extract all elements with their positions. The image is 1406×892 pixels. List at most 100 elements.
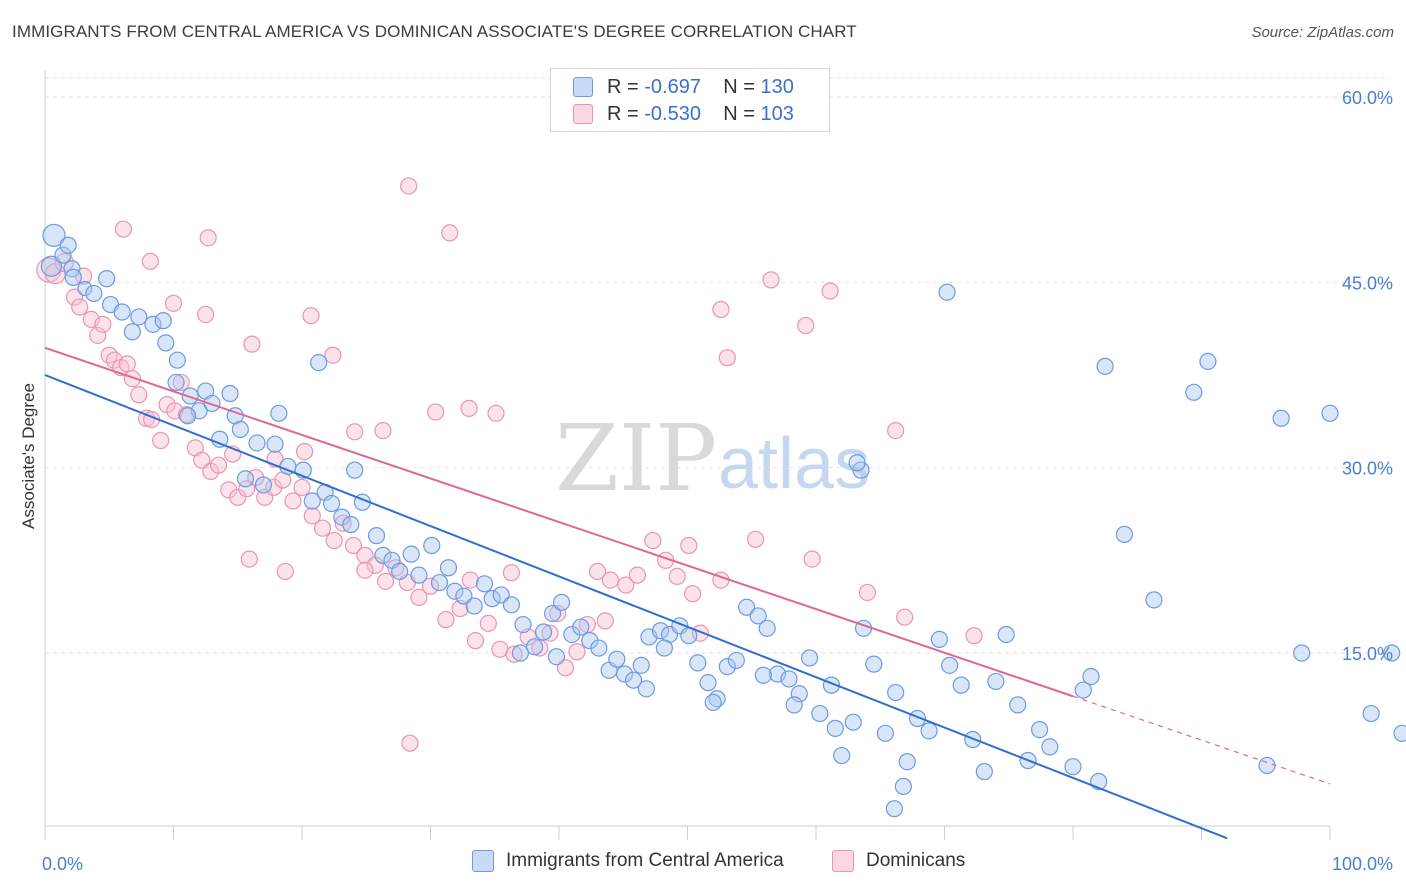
data-point (270, 404, 288, 422)
data-point (568, 643, 586, 661)
data-point (543, 604, 562, 623)
data-point (248, 434, 266, 452)
data-point (240, 550, 258, 568)
y-axis-label: Associate's Degree (19, 383, 38, 529)
legend-label: Dominicans (866, 850, 966, 871)
data-point (965, 627, 983, 645)
data-point (293, 478, 311, 497)
data-point (987, 672, 1005, 691)
data-point (632, 656, 650, 674)
data-point (596, 612, 614, 630)
data-point (157, 334, 175, 352)
data-point (492, 586, 510, 604)
data-point (628, 566, 646, 584)
data-point (718, 349, 736, 367)
data-point (952, 676, 970, 694)
data-point (344, 536, 362, 555)
data-point (588, 562, 607, 581)
data-point (254, 476, 273, 494)
data-point (1383, 644, 1401, 662)
data-point (118, 355, 136, 373)
chart-title: IMMIGRANTS FROM CENTRAL AMERICA VS DOMIN… (12, 22, 857, 41)
legend-r-value: -0.530 (644, 102, 701, 125)
data-point (168, 351, 186, 369)
data-point (98, 270, 116, 288)
data-point (356, 561, 374, 579)
data-point (1185, 383, 1203, 401)
data-point (552, 593, 571, 611)
data-point (54, 246, 72, 264)
data-point (197, 305, 215, 324)
data-point (1393, 724, 1406, 742)
data-point (199, 229, 217, 247)
data-point (590, 639, 608, 657)
y-tick-label: 15.0% (1342, 644, 1393, 664)
data-point (684, 585, 702, 603)
data-point (655, 639, 673, 657)
data-point (747, 530, 765, 548)
data-point (975, 763, 993, 781)
data-point (466, 632, 485, 650)
data-point (342, 515, 360, 534)
data-point (130, 308, 148, 326)
data-point (483, 590, 501, 608)
data-point (738, 598, 756, 616)
legend-row-central-america: R = -0.697 N = 130 (573, 74, 794, 100)
series-legend: Immigrants from Central America Dominica… (0, 850, 1406, 878)
data-point (615, 665, 634, 683)
legend-swatch-pink (832, 850, 854, 872)
data-point (374, 546, 392, 564)
data-point (1041, 738, 1059, 756)
data-point (59, 236, 77, 254)
data-point (303, 507, 321, 525)
data-point (1030, 721, 1049, 739)
data-point (525, 638, 544, 656)
legend-swatch-pink (573, 104, 593, 124)
data-point (465, 597, 483, 615)
y-tick-label: 60.0% (1342, 88, 1393, 108)
data-point (1009, 696, 1027, 714)
legend-n-label: N = (723, 75, 755, 98)
central-america-points (40, 223, 1406, 818)
data-point (644, 531, 662, 550)
data-point (421, 577, 440, 595)
data-point (790, 685, 808, 703)
data-point (1115, 525, 1134, 543)
data-point (479, 614, 497, 632)
data-point (858, 583, 877, 602)
data-point (65, 288, 84, 306)
data-point (699, 674, 717, 692)
data-point (172, 373, 190, 392)
legend-n-value: 130 (760, 75, 794, 98)
data-point (941, 656, 959, 674)
data-point (276, 562, 294, 581)
data-point (1145, 591, 1163, 609)
data-point (876, 724, 894, 742)
data-point (608, 650, 626, 668)
data-point (797, 316, 815, 335)
data-point (71, 298, 89, 316)
data-point (785, 696, 803, 714)
data-point (534, 623, 553, 641)
legend-r-value: -0.697 (644, 75, 701, 98)
data-point (762, 271, 780, 289)
data-point (229, 488, 247, 506)
legend-r-label: R = (607, 102, 639, 125)
data-point (894, 777, 912, 796)
data-point (266, 435, 284, 453)
x-tick-label: 100.0% (1332, 854, 1393, 874)
data-point (123, 323, 141, 341)
data-point (391, 562, 409, 581)
data-point (211, 430, 229, 448)
source-credit: Source: ZipAtlas.com (1251, 24, 1394, 41)
data-point (930, 630, 948, 649)
data-point (704, 693, 722, 712)
data-point (430, 573, 449, 592)
data-point (572, 618, 590, 636)
legend-item-central-america: Immigrants from Central America (472, 850, 784, 872)
data-point (130, 386, 148, 404)
data-point (1064, 758, 1082, 776)
data-point (144, 315, 162, 333)
watermark: ZIP atlas (555, 405, 870, 512)
